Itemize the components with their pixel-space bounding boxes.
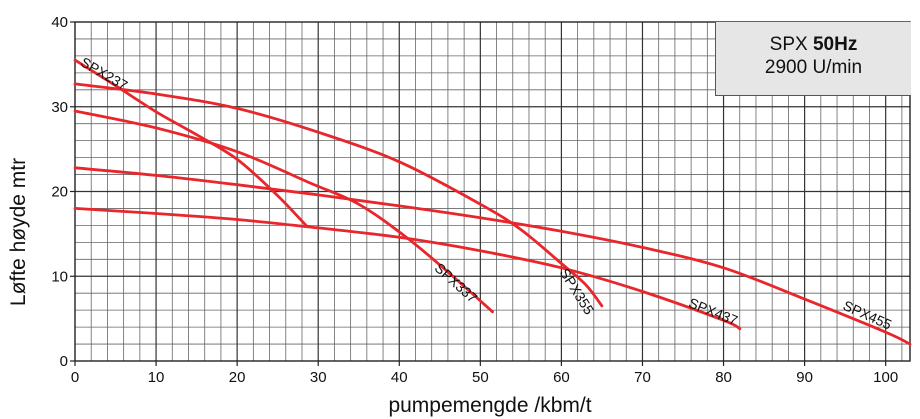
series-line-spx437: [73, 207, 742, 331]
y-tick-label: 30: [51, 99, 68, 116]
y-tick-label: 0: [60, 353, 68, 370]
info-box-speed: 2900 U/min: [764, 57, 863, 78]
info-box-title: SPX 50Hz: [716, 34, 911, 56]
info-box-frequency: 50Hz: [812, 34, 858, 55]
series-line-spx237: [73, 58, 308, 227]
y-tick-label: 20: [51, 184, 68, 201]
y-tick-label: 40: [51, 14, 68, 31]
info-box: SPX 50Hz 2900 U/min: [715, 22, 911, 96]
x-tick-label: 70: [634, 369, 651, 386]
x-axis-title: pumpemengde /kbm/t: [388, 394, 592, 417]
x-tick-label: 90: [796, 369, 813, 386]
x-tick-label: 30: [310, 369, 327, 386]
x-tick-label: 50: [472, 369, 489, 386]
series-line-spx337: [73, 109, 494, 314]
x-tick-label: 20: [229, 369, 246, 386]
x-tick-label: 0: [71, 369, 79, 386]
x-tick-label: 10: [148, 369, 165, 386]
y-axis-title: Løfte høyde mtr: [7, 157, 30, 307]
x-tick-label: 40: [391, 369, 408, 386]
x-tick-label: 60: [553, 369, 570, 386]
series-line-spx455: [73, 166, 912, 346]
info-box-prefix: SPX: [769, 34, 813, 55]
x-tick-label: 80: [715, 369, 732, 386]
y-tick-label: 10: [51, 268, 68, 285]
x-tick-label: 100: [873, 369, 898, 386]
y-axis-title-wrap: Løfte høyde mtr: [2, 0, 36, 419]
